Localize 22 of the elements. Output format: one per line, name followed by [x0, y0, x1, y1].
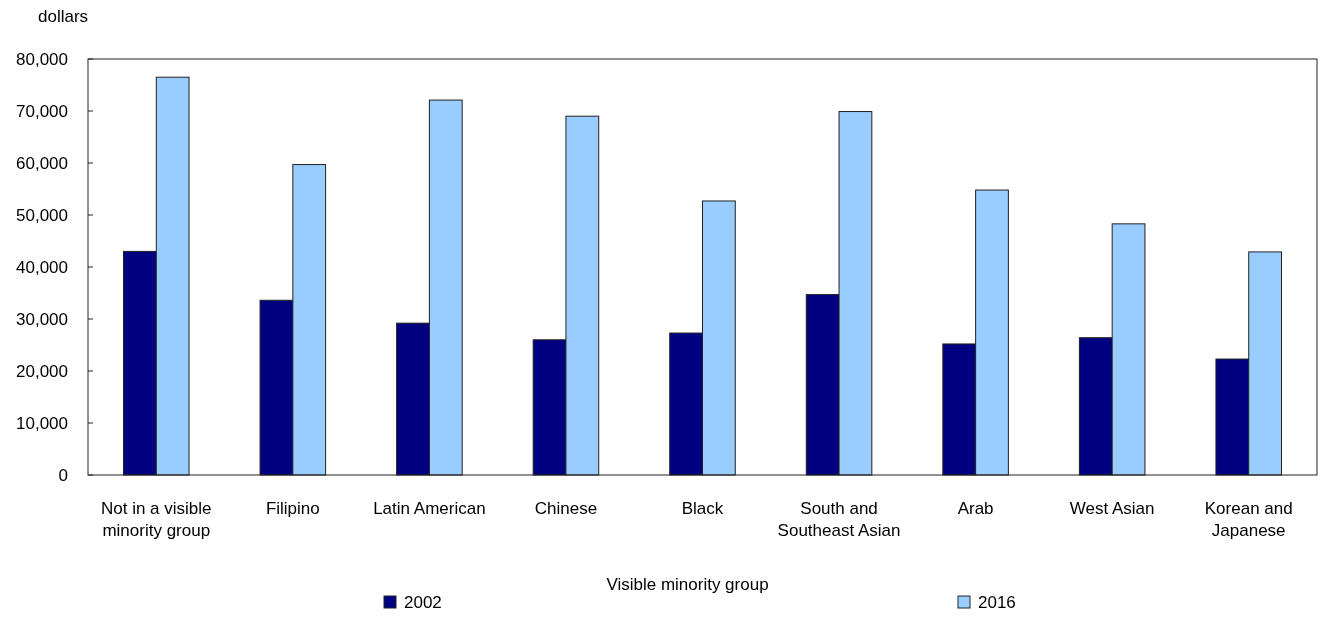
- x-tick-label: Korean and Japanese: [1204, 499, 1293, 540]
- y-tick-label: 40,000: [16, 257, 68, 277]
- y-tick-label: 10,000: [16, 413, 68, 433]
- y-tick-label: 80,000: [16, 49, 68, 69]
- x-tick-label: Chinese: [534, 499, 598, 518]
- y-axis-title: dollars: [38, 7, 89, 26]
- x-tick-label: Not in a visible minority group: [101, 499, 212, 540]
- x-tick-label: South and Southeast Asian: [777, 499, 901, 540]
- x-tick-label: Arab: [957, 499, 994, 518]
- x-tick-label: Black: [681, 499, 724, 518]
- legend-label: 2016: [978, 593, 1016, 612]
- x-tick-label: Latin American: [373, 499, 486, 518]
- y-tick-label: 0: [58, 465, 68, 485]
- y-tick-label: 30,000: [16, 309, 68, 329]
- y-tick-label: 50,000: [16, 205, 68, 225]
- y-tick-label: 60,000: [16, 153, 68, 173]
- x-axis-title: Visible minority group: [606, 575, 769, 594]
- y-tick-label: 70,000: [16, 101, 68, 121]
- x-tick-label: West Asian: [1069, 499, 1155, 518]
- legend-label: 2002: [404, 593, 442, 612]
- x-tick-label: Filipino: [265, 499, 320, 518]
- y-tick-label: 20,000: [16, 361, 68, 381]
